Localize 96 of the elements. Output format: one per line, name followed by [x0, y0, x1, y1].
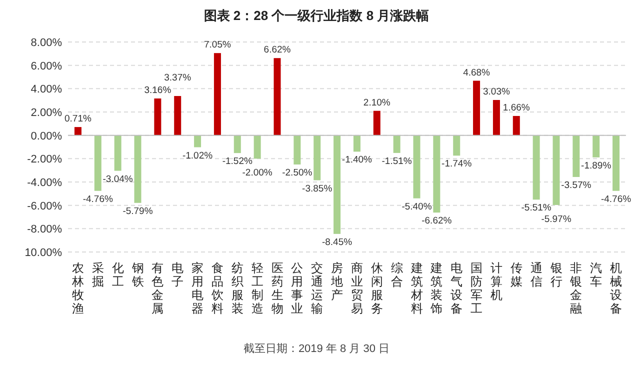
data-label: 3.03% — [482, 86, 510, 98]
chart-title: 图表 2：28 个一级行业指数 8 月涨跌幅 — [204, 8, 430, 23]
bar — [612, 135, 620, 191]
bar — [552, 135, 560, 205]
x-tick-label: 商业贸易 — [350, 261, 363, 316]
data-label: 4.68% — [463, 67, 491, 78]
text: 截至日期：2019 年 8 月 30 日 — [243, 342, 390, 355]
data-label: -1.74% — [442, 158, 472, 170]
x-tick-label: 综合 — [390, 261, 403, 288]
x-tick-label: 建筑材料 — [410, 261, 423, 316]
data-label: 0.71% — [64, 114, 92, 125]
x-tick-label: 纺织服装 — [231, 261, 244, 316]
data-label: -3.85% — [302, 183, 333, 194]
bar — [274, 58, 281, 136]
data-label: -1.89% — [581, 160, 612, 172]
x-tick-label: 非银金融 — [569, 261, 582, 316]
data-label: 1.66% — [502, 102, 530, 114]
x-tick-label: 休闲服务 — [370, 261, 383, 316]
bar — [532, 135, 540, 200]
bar — [353, 135, 360, 152]
data-label: -1.52% — [222, 156, 253, 168]
data-label: -8.45% — [322, 236, 353, 248]
bar — [214, 53, 221, 136]
x-tick-label: 钢铁 — [130, 261, 144, 288]
x-tick-label: 化工 — [112, 261, 124, 288]
x-tick-label: 电气设备 — [450, 261, 463, 316]
data-label: 3.37% — [164, 72, 192, 84]
bar — [413, 135, 420, 198]
data-label: -6.62% — [422, 216, 452, 227]
x-tick-label: 轻工制造 — [251, 261, 264, 316]
x-tick-label: 传媒 — [510, 261, 522, 288]
bar — [74, 127, 82, 136]
data-label: -5.40% — [402, 201, 432, 212]
x-tick-label: 采掘 — [92, 261, 104, 288]
data-label: -2.00% — [242, 168, 273, 179]
data-label: -3.57% — [561, 180, 592, 192]
x-tick-label: 医药生物 — [271, 261, 284, 316]
x-tick-label: 国防军工 — [470, 261, 483, 316]
data-label: 2.10% — [363, 97, 391, 108]
bar — [473, 80, 480, 136]
y-tick-label: 4.00% — [30, 84, 62, 96]
bar — [492, 100, 500, 136]
y-tick-label: -4.00% — [27, 177, 62, 189]
data-label: -1.02% — [182, 150, 214, 162]
bar — [194, 135, 202, 148]
x-tick-label: 有色金属 — [152, 261, 164, 316]
data-label: -4.76% — [600, 194, 632, 205]
x-tick-label: 银行 — [549, 261, 562, 288]
y-tick-label: -2.00% — [27, 154, 62, 166]
data-label: 7.05% — [204, 40, 232, 51]
bar — [174, 96, 182, 136]
data-label: 3.16% — [144, 85, 172, 96]
data-label: -5.79% — [122, 206, 154, 217]
x-tick-label: 汽车 — [590, 261, 602, 288]
data-label: 6.62% — [264, 44, 292, 56]
bar — [373, 110, 380, 136]
bar — [154, 98, 162, 136]
bar — [572, 135, 580, 177]
x-tick-label: 电子 — [172, 261, 184, 288]
data-label: -3.04% — [102, 174, 134, 185]
x-tick-label: 房地产 — [330, 261, 344, 302]
bar — [114, 135, 122, 171]
data-label: -2.50% — [282, 168, 313, 179]
x-tick-label: 通信 — [530, 261, 542, 288]
y-tick-label: 0.00% — [30, 130, 62, 142]
y-tick-label: 2.00% — [30, 107, 62, 119]
x-tick-label: 公用事业 — [291, 261, 304, 316]
data-label: -5.51% — [521, 202, 552, 214]
x-tick-label: 机械设备 — [610, 261, 622, 316]
x-tick-label: 农林牧渔 — [70, 261, 84, 316]
y-tick-label: 6.00% — [30, 60, 62, 72]
bar — [592, 135, 600, 158]
data-label: -5.97% — [541, 214, 572, 226]
x-tick-label: 家用电器 — [192, 261, 204, 316]
bar — [294, 135, 301, 164]
x-tick-label: 交通运输 — [311, 261, 324, 316]
data-label: -1.51% — [382, 156, 412, 168]
bar — [334, 135, 341, 234]
bar — [453, 135, 460, 156]
y-tick-label: -8.00% — [27, 224, 62, 236]
x-tick-label: 食品饮料 — [210, 261, 224, 316]
bar — [234, 135, 241, 154]
bar — [314, 135, 321, 180]
data-label: -1.40% — [342, 154, 373, 166]
bar — [94, 135, 102, 191]
bar — [254, 135, 261, 159]
bar — [433, 135, 440, 213]
bar — [134, 135, 142, 203]
bar — [393, 135, 400, 153]
x-tick-label: 建筑装饰 — [430, 261, 443, 316]
y-tick-label: 8.00% — [30, 37, 62, 49]
y-tick-label: -6.00% — [27, 200, 62, 212]
data-label: -4.76% — [82, 194, 114, 205]
bar — [512, 116, 520, 136]
y-tick-label: 10.00% — [24, 247, 62, 259]
x-tick-label: 计算机 — [490, 261, 502, 302]
